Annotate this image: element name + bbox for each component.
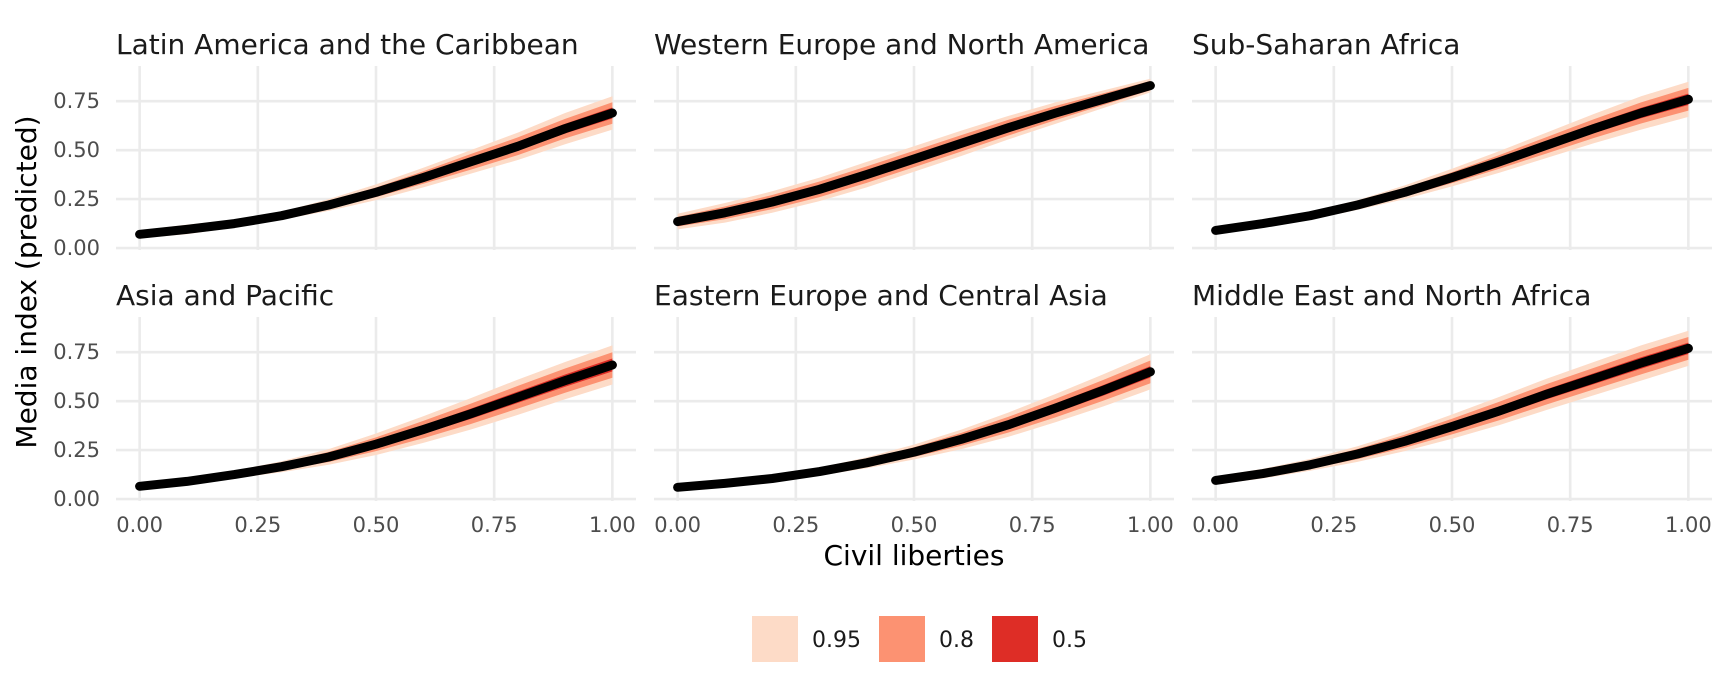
legend-label: 0.8 (939, 628, 974, 653)
y-axis-title: Media index (predicted) (10, 115, 43, 448)
legend-item: 0.8 (879, 616, 974, 662)
legend: 0.95 0.8 0.5 (752, 616, 1087, 662)
facet-panel: Latin America and the Caribbean 0.00 0.25 0… (53, 28, 636, 260)
x-tick-label: 1.00 (589, 513, 636, 537)
x-tick-label: 0.00 (116, 513, 163, 537)
y-tick-label: 0.25 (53, 438, 100, 462)
interval-band-0_8 (1215, 337, 1689, 483)
x-tick-label: 1.00 (1127, 513, 1174, 537)
facet-panel: Eastern Europe and Central Asia 0.00 0.25 0… (654, 279, 1174, 537)
legend-key (992, 616, 1038, 662)
interval-band-0_95 (1215, 81, 1689, 234)
y-tick-label: 0.00 (53, 487, 100, 511)
facet-panels: Latin America and the Caribbean 0.00 0.25 0… (53, 28, 1712, 537)
y-tick-label: 0.25 (53, 187, 100, 211)
x-tick-label: 0.50 (891, 513, 938, 537)
legend-key (879, 616, 925, 662)
legend-label: 0.5 (1052, 628, 1087, 653)
median-line (673, 81, 1155, 227)
x-tick-label: 0.50 (1429, 513, 1476, 537)
facet-title: Sub-Saharan Africa (1192, 28, 1460, 61)
facet-panel: Middle East and North Africa 0.00 0.25 0.50… (1192, 279, 1712, 537)
x-tick-label: 0.50 (353, 513, 400, 537)
x-tick-label: 0.25 (234, 513, 281, 537)
legend-item: 0.95 (752, 616, 861, 662)
y-tick-label: 0.75 (53, 89, 100, 113)
gridlines (116, 66, 636, 250)
gridlines (116, 317, 636, 501)
legend-label: 0.95 (812, 628, 861, 653)
x-tick-label: 0.25 (1310, 513, 1357, 537)
y-tick-label: 0.00 (53, 236, 100, 260)
median-line (135, 108, 617, 239)
x-tick-label: 0.00 (654, 513, 701, 537)
median-line (135, 360, 617, 491)
x-tick-label: 0.75 (471, 513, 518, 537)
facet-title: Latin America and the Caribbean (116, 28, 579, 61)
facet-panel: Western Europe and North America (654, 28, 1174, 250)
x-tick-label: 1.00 (1665, 513, 1712, 537)
y-tick-label: 0.50 (53, 138, 100, 162)
facet-panel: Asia and Pacific 0.00 0.25 0.50 0.75 0.00 0.25… (53, 279, 636, 537)
legend-item: 0.5 (992, 616, 1087, 662)
legend-key (752, 616, 798, 662)
y-tick-label: 0.75 (53, 340, 100, 364)
x-tick-label: 0.00 (1192, 513, 1239, 537)
y-tick-label: 0.50 (53, 389, 100, 413)
facet-title: Eastern Europe and Central Asia (654, 279, 1108, 312)
facet-title: Middle East and North Africa (1192, 279, 1591, 312)
interval-band-0_95 (677, 354, 1151, 490)
median-line (673, 367, 1155, 492)
x-axis-title: Civil liberties (823, 539, 1004, 572)
x-tick-label: 0.75 (1009, 513, 1056, 537)
median-line (1211, 94, 1693, 235)
x-tick-label: 0.75 (1547, 513, 1594, 537)
x-tick-label: 0.25 (772, 513, 819, 537)
facet-title: Western Europe and North America (654, 28, 1149, 61)
facet-panel: Sub-Saharan Africa (1192, 28, 1712, 250)
facet-title: Asia and Pacific (116, 279, 334, 312)
gridlines (654, 317, 1174, 501)
median-line (1211, 343, 1693, 485)
